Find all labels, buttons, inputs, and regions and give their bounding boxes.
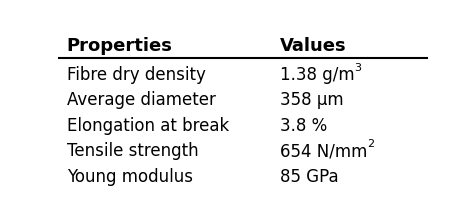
Text: 358 μm: 358 μm [280,91,343,109]
Text: 1.38 g/m: 1.38 g/m [280,66,354,84]
Text: Elongation at break: Elongation at break [66,117,229,135]
Text: Properties: Properties [66,37,173,55]
Text: Young modulus: Young modulus [66,168,192,186]
Text: Values: Values [280,37,346,55]
Text: Fibre dry density: Fibre dry density [66,66,205,84]
Text: 85 GPa: 85 GPa [280,168,338,186]
Text: 3: 3 [354,63,361,73]
Text: 654 N/mm: 654 N/mm [280,142,367,160]
Text: Tensile strength: Tensile strength [66,142,198,160]
Text: 3.8 %: 3.8 % [280,117,327,135]
Text: 2: 2 [367,139,374,149]
Text: Average diameter: Average diameter [66,91,216,109]
